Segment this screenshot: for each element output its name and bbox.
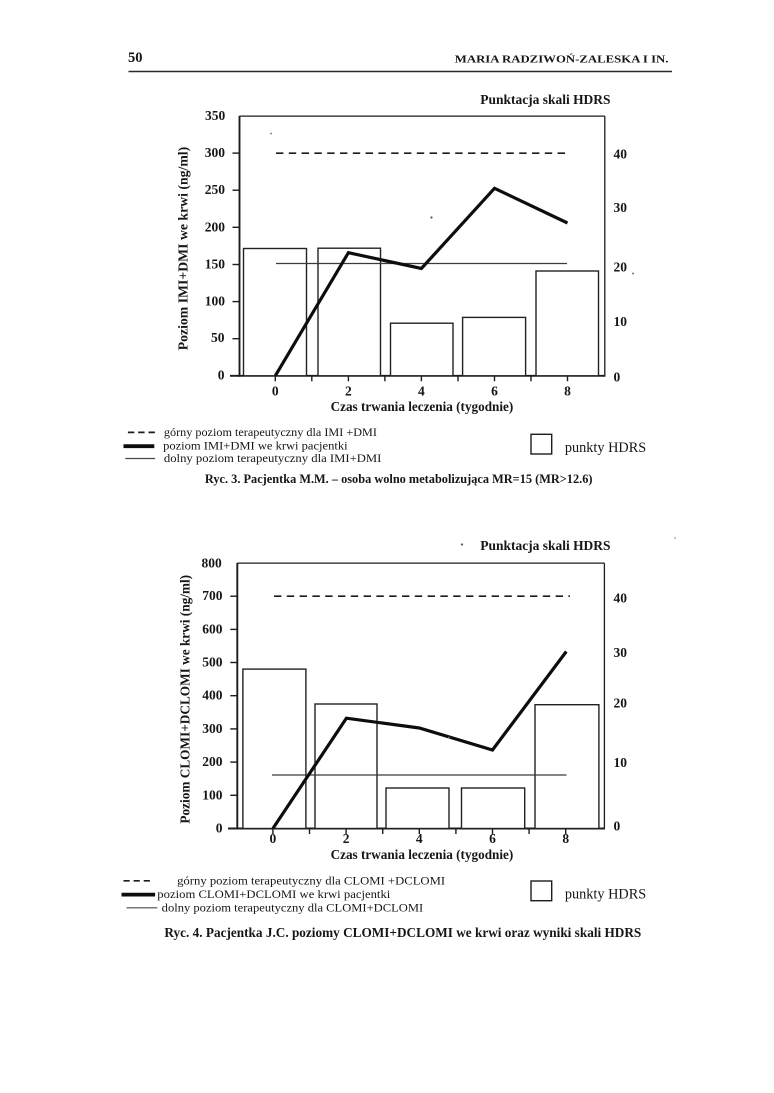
- svg-text:0: 0: [614, 370, 621, 385]
- svg-text:górny poziom terapeutyczny dla: górny poziom terapeutyczny dla CLOMI +DC…: [177, 875, 445, 887]
- svg-text:20: 20: [614, 696, 628, 711]
- svg-text:4: 4: [418, 384, 425, 399]
- svg-text:600: 600: [202, 621, 223, 636]
- svg-text:300: 300: [205, 145, 226, 160]
- svg-text:300: 300: [202, 721, 223, 736]
- svg-text:6: 6: [491, 384, 498, 399]
- svg-text:Ryc. 3. Pacjentka M.M. – osoba: Ryc. 3. Pacjentka M.M. – osoba wolno met…: [205, 472, 593, 486]
- svg-text:8: 8: [562, 831, 569, 846]
- svg-text:150: 150: [205, 257, 226, 272]
- svg-text:Poziom CLOMI+DCLOMI we krwi (n: Poziom CLOMI+DCLOMI we krwi (ng/ml): [178, 575, 194, 824]
- svg-text:200: 200: [205, 219, 226, 234]
- svg-text:Czas trwania leczenia (tygodni: Czas trwania leczenia (tygodnie): [331, 399, 514, 414]
- svg-text:dolny poziom terapeutyczny dla: dolny poziom terapeutyczny dla IMI+DMI: [164, 453, 382, 465]
- svg-text:MARIA RADZIWOŃ-ZALESKA I IN.: MARIA RADZIWOŃ-ZALESKA I IN.: [455, 54, 669, 66]
- svg-text:poziom CLOMI+DCLOMI we krwi pa: poziom CLOMI+DCLOMI we krwi pacjentki: [157, 889, 390, 901]
- svg-text:10: 10: [614, 755, 628, 770]
- svg-text:50: 50: [211, 330, 225, 345]
- svg-text:250: 250: [205, 182, 226, 197]
- svg-text:punkty HDRS: punkty HDRS: [565, 886, 646, 902]
- svg-text:0: 0: [216, 821, 223, 836]
- svg-text:0: 0: [614, 819, 621, 834]
- svg-text:Czas trwania leczenia (tygodni: Czas trwania leczenia (tygodnie): [331, 847, 514, 862]
- svg-text:6: 6: [489, 831, 496, 846]
- svg-text:górny poziom terapeutyczny dla: górny poziom terapeutyczny dla IMI +DMI: [164, 427, 377, 439]
- svg-text:30: 30: [614, 200, 628, 215]
- svg-text:dolny poziom terapeutyczny dla: dolny poziom terapeutyczny dla CLOMI+DCL…: [162, 902, 424, 914]
- svg-text:poziom IMI+DMI we krwi pacjent: poziom IMI+DMI we krwi pacjentki: [163, 441, 348, 453]
- svg-text:100: 100: [205, 294, 226, 309]
- svg-text:100: 100: [202, 787, 223, 802]
- svg-text:200: 200: [202, 754, 223, 769]
- svg-text:50: 50: [128, 50, 143, 66]
- svg-text:10: 10: [614, 314, 628, 329]
- svg-text:40: 40: [614, 591, 628, 606]
- svg-text:30: 30: [614, 645, 628, 660]
- svg-text:700: 700: [202, 588, 223, 603]
- svg-text:0: 0: [270, 831, 277, 846]
- svg-text:0: 0: [272, 384, 279, 399]
- svg-text:8: 8: [564, 384, 571, 399]
- svg-text:Punktacja skali HDRS: Punktacja skali HDRS: [480, 538, 610, 553]
- svg-text:Ryc. 4. Pacjentka J.C. poziomy: Ryc. 4. Pacjentka J.C. poziomy CLOMI+DCL…: [164, 925, 641, 940]
- svg-text:Poziom IMI+DMI we krwi (ng/ml): Poziom IMI+DMI we krwi (ng/ml): [176, 147, 192, 351]
- svg-text:500: 500: [202, 655, 223, 670]
- svg-text:4: 4: [416, 831, 423, 846]
- svg-text:350: 350: [205, 108, 226, 123]
- svg-text:800: 800: [201, 555, 222, 570]
- svg-text:2: 2: [343, 831, 350, 846]
- svg-text:20: 20: [614, 260, 628, 275]
- svg-text:0: 0: [218, 367, 225, 382]
- svg-text:2: 2: [345, 384, 352, 399]
- svg-text:Punktacja skali HDRS: Punktacja skali HDRS: [480, 92, 610, 107]
- svg-text:40: 40: [614, 147, 628, 162]
- svg-text:400: 400: [202, 688, 223, 703]
- svg-text:punkty HDRS: punkty HDRS: [565, 440, 646, 456]
